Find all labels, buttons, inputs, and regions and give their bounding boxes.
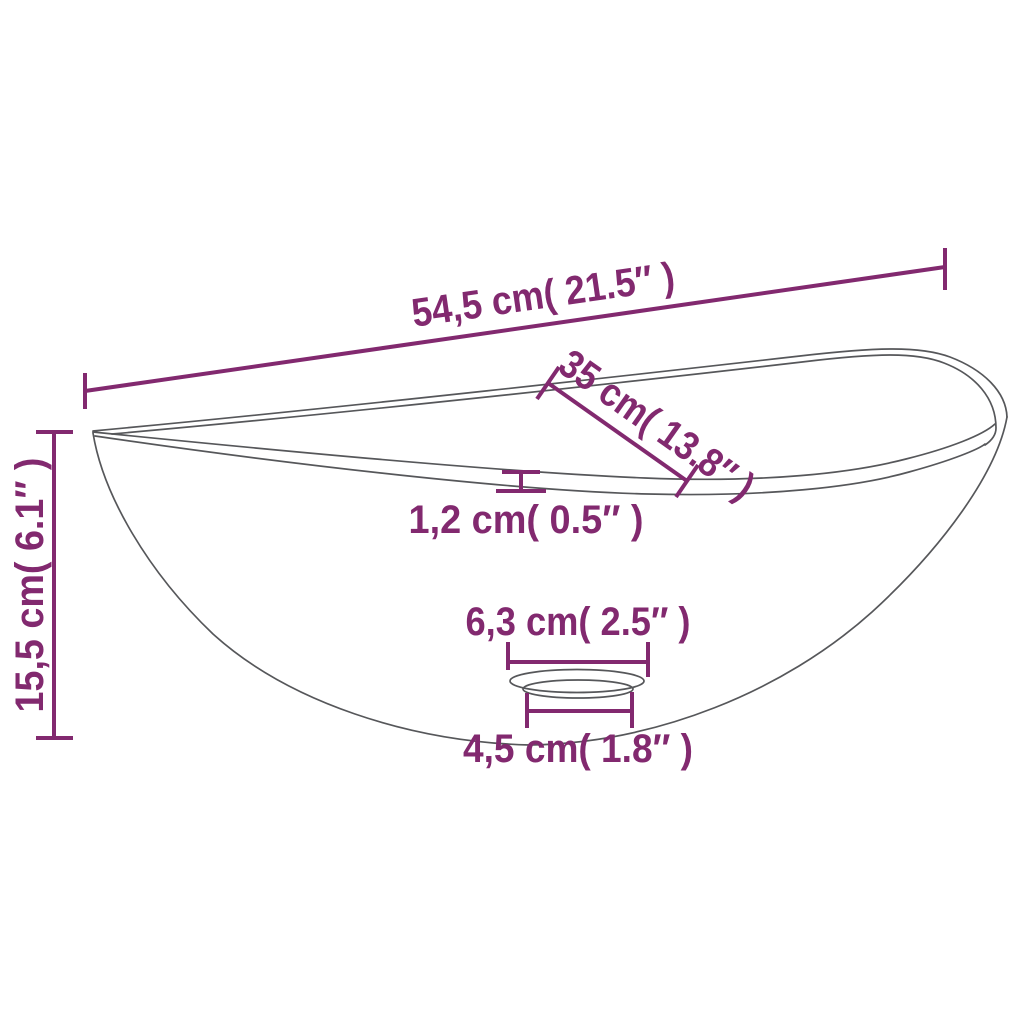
label-drain-inner: 4,5 cm( 1.8″ ): [463, 727, 693, 771]
top-width-line: [84, 265, 946, 393]
basin-depth-upper-tick: [535, 365, 561, 401]
dimension-height: [36, 430, 73, 740]
drain-inner-ellipse: [522, 679, 634, 699]
basin-back-rim-outer-edge: [92, 348, 1008, 432]
drain-outer-ellipse: [509, 668, 645, 694]
basin-front-rim-top-edge: [92, 423, 996, 481]
basin-back-rim-inner-edge: [111, 354, 997, 446]
dimension-basin-depth: [535, 365, 700, 499]
label-basin-depth: 35 cm( 13.8″ ): [551, 341, 763, 508]
basin-body-outer-curve: [92, 416, 1008, 746]
dimension-drain-inner: [525, 692, 634, 728]
dimension-top-width: [83, 248, 947, 409]
label-height: 15,5 cm( 6.1″ ): [8, 458, 52, 713]
basin-depth-line: [546, 381, 689, 483]
basin-depth-lower-tick: [674, 463, 700, 499]
label-glass-thickness: 1,2 cm( 0.5″ ): [409, 498, 644, 542]
dimension-drain-outer: [506, 642, 650, 677]
dimension-lines: [36, 248, 947, 740]
basin-outline: [92, 348, 1008, 746]
dimension-glass-thickness: [496, 470, 546, 493]
label-drain-outer: 6,3 cm( 2.5″ ): [466, 600, 691, 644]
